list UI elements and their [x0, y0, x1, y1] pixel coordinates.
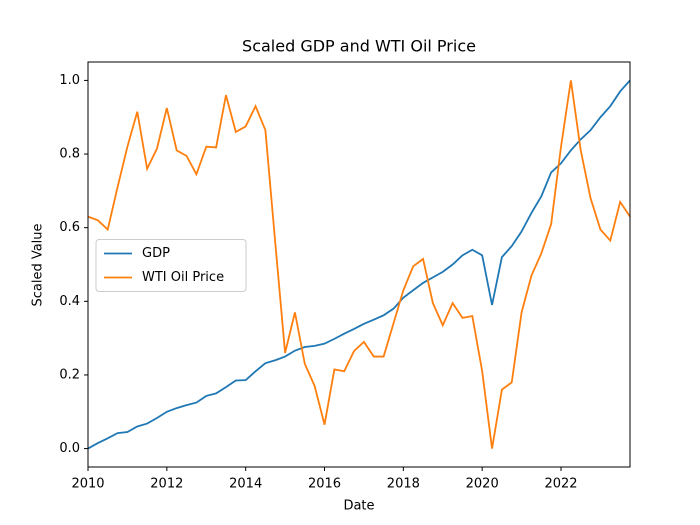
x-tick-label: 2022 — [544, 477, 577, 492]
x-tick-label: 2016 — [308, 477, 341, 492]
x-tick-label: 2018 — [387, 477, 420, 492]
x-axis-label: Date — [343, 499, 374, 514]
y-tick-label: 0.6 — [59, 220, 80, 235]
y-tick-label: 0.0 — [59, 441, 80, 456]
y-axis-label: Scaled Value — [31, 223, 46, 306]
chart-title: Scaled GDP and WTI Oil Price — [242, 37, 476, 56]
y-tick-label: 0.2 — [59, 367, 80, 382]
series-line — [87, 79, 631, 450]
axes-frame — [87, 61, 631, 468]
y-tick-label: 0.4 — [59, 294, 80, 309]
legend-box — [95, 239, 247, 292]
legend-label: GDP — [142, 246, 170, 261]
x-tick-label: 2020 — [466, 477, 499, 492]
x-tick-label: 2014 — [229, 477, 262, 492]
x-tick-label: 2012 — [150, 477, 183, 492]
x-tick-label: 2010 — [71, 477, 104, 492]
y-tick-label: 0.8 — [59, 147, 80, 162]
y-tick-label: 1.0 — [59, 73, 80, 88]
legend-label: WTI Oil Price — [142, 270, 224, 285]
series-line — [87, 80, 631, 449]
